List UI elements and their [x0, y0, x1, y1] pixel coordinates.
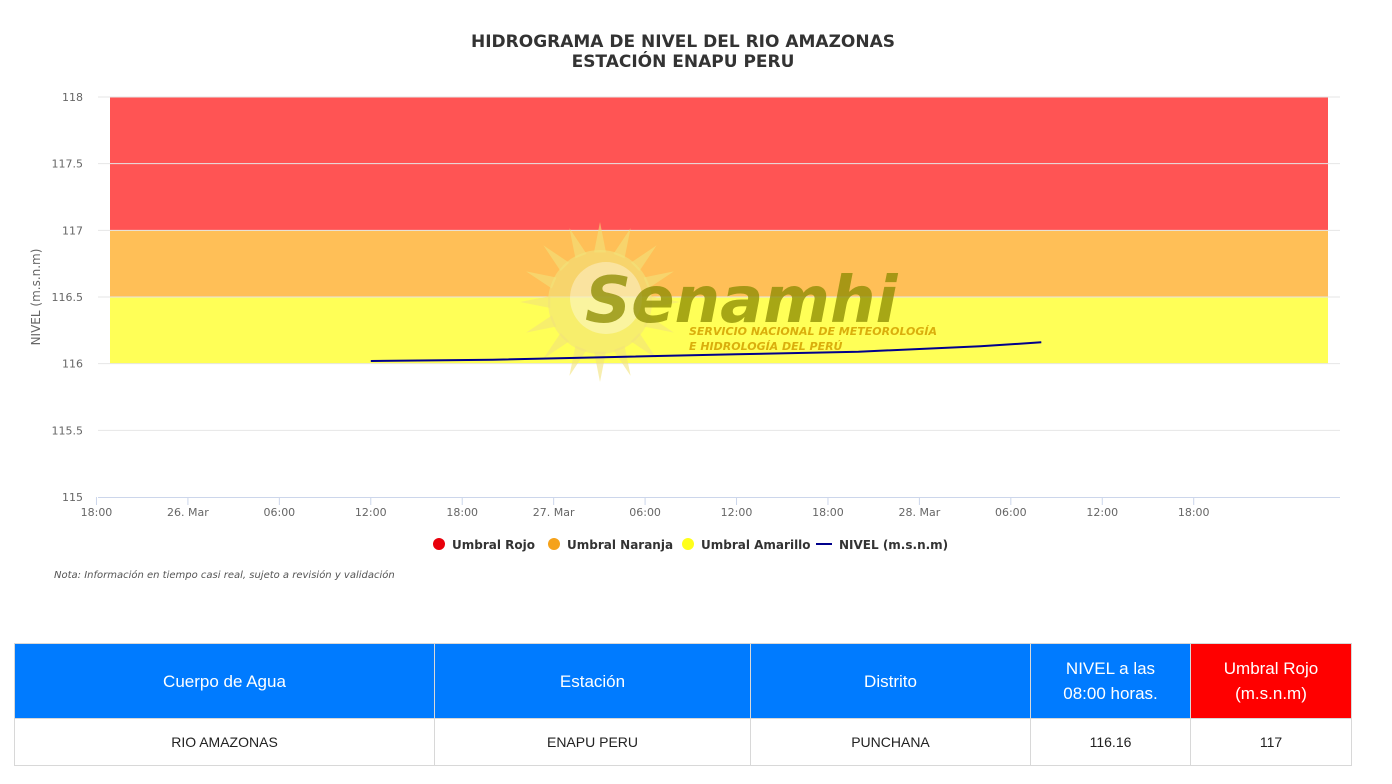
header-estacion: Estación — [434, 643, 751, 719]
sun-ray — [526, 271, 557, 289]
sun-ray — [643, 271, 674, 289]
series-line-nivel — [370, 341, 1042, 362]
header-umbral-line2: (m.s.n.m) — [1235, 684, 1307, 703]
y-tick-label: 116.5 — [52, 291, 84, 304]
x-tick-label: 26. Mar — [167, 506, 209, 519]
x-tick-label: 12:00 — [355, 506, 387, 519]
header-umbral-rojo: Umbral Rojo (m.s.n.m) — [1190, 643, 1352, 719]
cell-cuerpo-de-agua: RIO AMAZONAS — [14, 718, 435, 766]
chart-subtitle: ESTACIÓN ENAPU PERU — [572, 50, 795, 72]
x-tick-label: 18:00 — [812, 506, 844, 519]
y-axis-label: NIVEL (m.s.n.m) — [29, 249, 43, 346]
header-umbral-line1: Umbral Rojo — [1223, 659, 1319, 678]
watermark-name: Senamhi — [585, 264, 899, 338]
y-tick-label: 117 — [62, 224, 83, 237]
y-tick-label: 118 — [62, 91, 83, 104]
chart-svg: Senamhi SERVICIO NACIONAL DE METEOROLOGÍ… — [29, 32, 1340, 581]
x-tick-label: 18:00 — [1178, 506, 1210, 519]
cell-distrito: PUNCHANA — [750, 718, 1031, 766]
x-tick-label: 12:00 — [1086, 506, 1118, 519]
x-tick-label: 18:00 — [81, 506, 113, 519]
hydrograph-chart: Senamhi SERVICIO NACIONAL DE METEOROLOGÍ… — [29, 32, 1340, 581]
y-tick-label: 115.5 — [52, 424, 84, 437]
sun-ray — [649, 296, 680, 308]
y-tick-label: 115 — [62, 491, 83, 504]
legend-marker — [548, 538, 560, 550]
sun-ray — [594, 222, 606, 253]
axes: 115 115.5 116 116.5 117 117.5 118 18:00 26. Mar 0… — [52, 91, 1340, 519]
sun-ray — [630, 332, 657, 359]
sun-ray — [569, 345, 587, 376]
header-distrito: Distrito — [750, 643, 1031, 719]
sun-logo-icon — [520, 222, 680, 382]
sun-ray — [526, 315, 557, 333]
series-lines — [370, 341, 1042, 362]
y-tick-label: 116 — [62, 358, 83, 371]
cell-nivel: 116.16 — [1030, 718, 1191, 766]
sun-ray — [543, 332, 570, 359]
y-tick-label: 117.5 — [52, 158, 84, 171]
band-umbral-naranja — [110, 230, 1328, 297]
note-text: Nota: Información en tiempo casi real, s… — [54, 569, 395, 581]
grid-lines — [98, 96, 1340, 431]
cell-umbral-rojo: 117 — [1190, 718, 1352, 766]
sun-ray — [613, 345, 631, 376]
header-nivel-line2: 08:00 horas. — [1063, 684, 1158, 703]
legend-marker — [682, 538, 694, 550]
header-nivel: NIVEL a las 08:00 horas. — [1030, 643, 1191, 719]
sun-ray — [630, 245, 657, 272]
table-row: RIO AMAZONAS ENAPU PERU PUNCHANA 116.16 … — [14, 718, 1352, 766]
sun-ray — [594, 351, 606, 382]
legend-marker — [433, 538, 445, 550]
x-tick-label: 06:00 — [995, 506, 1027, 519]
senamhi-watermark: Senamhi SERVICIO NACIONAL DE METEOROLOGÍ… — [520, 222, 937, 382]
sun-ray — [543, 245, 570, 272]
band-umbral-amarillo — [110, 297, 1328, 364]
table-header-row: Cuerpo de Agua Estación Distrito NIVEL a… — [14, 643, 1352, 719]
legend-item-label: Umbral Rojo — [452, 538, 535, 552]
sun-ray — [569, 228, 587, 259]
header-nivel-line1: NIVEL a las — [1065, 659, 1156, 678]
watermark-line2: E HIDROLOGÍA DEL PERÚ — [689, 340, 843, 353]
watermark-line1: SERVICIO NACIONAL DE METEOROLOGÍA — [689, 325, 937, 338]
legend-item-label: NIVEL (m.s.n.m) — [839, 538, 948, 552]
header-cuerpo-de-agua: Cuerpo de Agua — [14, 643, 435, 719]
legend-item-label: Umbral Naranja — [567, 538, 673, 552]
sun-ray — [520, 296, 551, 308]
sun-ray — [643, 315, 674, 333]
chart-title: HIDROGRAMA DE NIVEL DEL RIO AMAZONAS — [471, 32, 895, 52]
summary-table: Cuerpo de Agua Estación Distrito NIVEL a… — [14, 643, 1352, 766]
x-tick-label: 12:00 — [721, 506, 753, 519]
cell-estacion: ENAPU PERU — [434, 718, 751, 766]
legend-item-label: Umbral Amarillo — [701, 538, 811, 552]
legend: Umbral Rojo Umbral Naranja Umbral Amarillo… — [433, 538, 948, 552]
x-tick-label: 27. Mar — [533, 506, 575, 519]
x-tick-label: 06:00 — [263, 506, 295, 519]
x-tick-label: 18:00 — [446, 506, 478, 519]
x-tick-label: 28. Mar — [899, 506, 941, 519]
sun-ray — [613, 228, 631, 259]
x-tick-label: 06:00 — [629, 506, 661, 519]
